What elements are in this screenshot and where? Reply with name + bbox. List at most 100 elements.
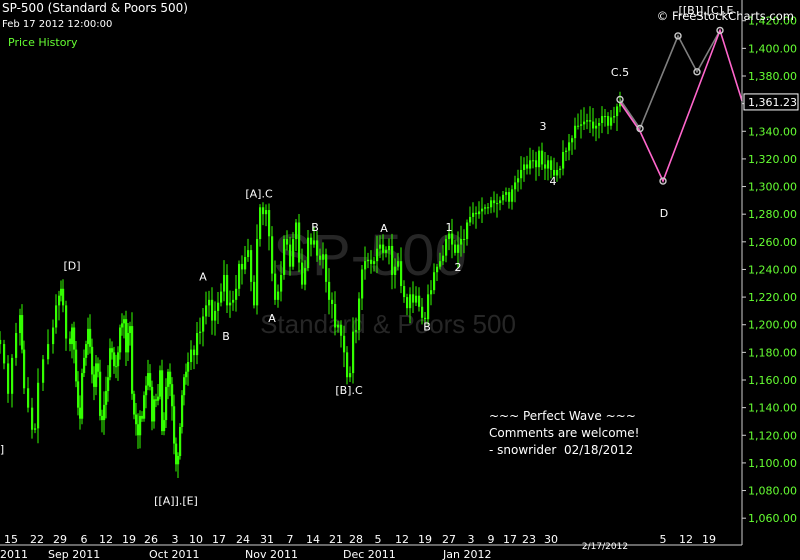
candle-body — [385, 250, 388, 253]
candle-body — [613, 116, 616, 118]
candle — [409, 287, 412, 324]
candle — [610, 109, 613, 130]
candle — [445, 235, 448, 263]
candle — [376, 235, 379, 274]
candle — [199, 317, 202, 345]
wave-labels-layer: [D] [[A]].[E] A B [A].C A B [B].C A B 1 2 3 4 C.5 D [[B]… — [0, 4, 734, 508]
candle — [259, 204, 262, 247]
candle — [238, 260, 241, 297]
candle — [7, 355, 10, 403]
wave-label: [D] — [63, 259, 80, 272]
candle — [268, 203, 271, 251]
wave-label: A — [380, 222, 388, 235]
wave-label: 2 — [455, 261, 462, 274]
candle-body — [358, 298, 361, 331]
candle-body — [442, 255, 445, 262]
candle-body — [433, 272, 436, 291]
candle-body — [370, 259, 373, 264]
candle-body — [538, 150, 541, 168]
candle — [169, 363, 172, 397]
candle — [454, 239, 457, 256]
candle-body — [415, 295, 418, 303]
cursor-date-label: 2/17/2012 — [582, 542, 628, 552]
candle — [157, 383, 160, 406]
candle-body — [310, 237, 313, 245]
candle-body — [379, 244, 382, 249]
candle-body — [535, 160, 538, 168]
candle-body — [325, 254, 328, 282]
candle-body — [430, 290, 433, 295]
projection-point — [693, 68, 701, 76]
x-day-tick: 19 — [702, 533, 716, 546]
x-day-tick: 31 — [260, 533, 274, 546]
wave-label: 4 — [550, 175, 557, 188]
candle-body — [89, 328, 92, 347]
candle-body — [400, 261, 403, 287]
y-tick-label: 1,280.00 — [748, 208, 797, 221]
candle-body — [163, 420, 166, 432]
candle — [496, 193, 499, 218]
candle-body — [304, 268, 307, 285]
candle — [119, 324, 122, 360]
candle-body — [27, 388, 30, 408]
annotation-line-3: - snowrider 02/18/2012 — [489, 443, 633, 457]
candle-body — [331, 299, 334, 304]
candle — [3, 339, 6, 370]
projection-grey-line — [619, 30, 721, 131]
candle — [502, 191, 505, 205]
last-price-label: 1,361.23 — [748, 96, 797, 109]
wave-label: 3 — [540, 120, 547, 133]
wave-label: [[B]].[C].E — [679, 4, 734, 17]
candle-body — [307, 237, 310, 269]
candle-body — [577, 125, 580, 127]
candle — [177, 452, 180, 479]
candle-body — [42, 359, 45, 383]
candle-body — [214, 310, 217, 321]
candle-body — [69, 338, 72, 345]
candle — [370, 250, 373, 274]
candle — [256, 224, 259, 315]
candle — [391, 233, 394, 290]
candle-body — [571, 138, 574, 143]
candle-body — [292, 239, 295, 267]
candle-body — [147, 373, 150, 386]
candle-body — [268, 210, 271, 237]
y-tick-label: 1,140.00 — [748, 402, 797, 415]
candle — [526, 155, 529, 175]
x-day-tick: 19 — [418, 533, 432, 546]
candle-body — [505, 192, 508, 195]
candle — [42, 355, 45, 392]
candle — [319, 248, 322, 266]
candle-body — [607, 116, 610, 126]
candle-body — [23, 349, 26, 389]
candle — [349, 366, 352, 382]
candle — [538, 146, 541, 177]
price-history-link[interactable]: Price History — [8, 36, 78, 49]
candle-body — [103, 404, 106, 421]
candle — [107, 365, 110, 402]
candle-body — [412, 294, 415, 303]
candle — [418, 287, 421, 312]
wave-label: D — [660, 207, 668, 220]
candle — [484, 204, 487, 215]
candle — [292, 232, 295, 270]
candle — [105, 376, 108, 419]
candle-body — [81, 373, 84, 419]
candle-body — [253, 281, 256, 306]
candle-body — [547, 160, 550, 169]
candle-body — [316, 240, 319, 256]
wave-label: [A].C — [245, 188, 273, 201]
candle-body — [65, 305, 68, 339]
candle-body — [183, 377, 186, 396]
candle — [111, 341, 114, 360]
candle — [34, 423, 37, 434]
projection-point — [674, 32, 682, 40]
y-tick-label: 1,420.00 — [748, 15, 797, 28]
y-tick-label: 1,100.00 — [748, 457, 797, 470]
candle — [460, 225, 463, 257]
candle-body — [169, 371, 172, 385]
candle — [217, 291, 220, 324]
candle — [241, 255, 244, 285]
candle — [544, 151, 547, 180]
